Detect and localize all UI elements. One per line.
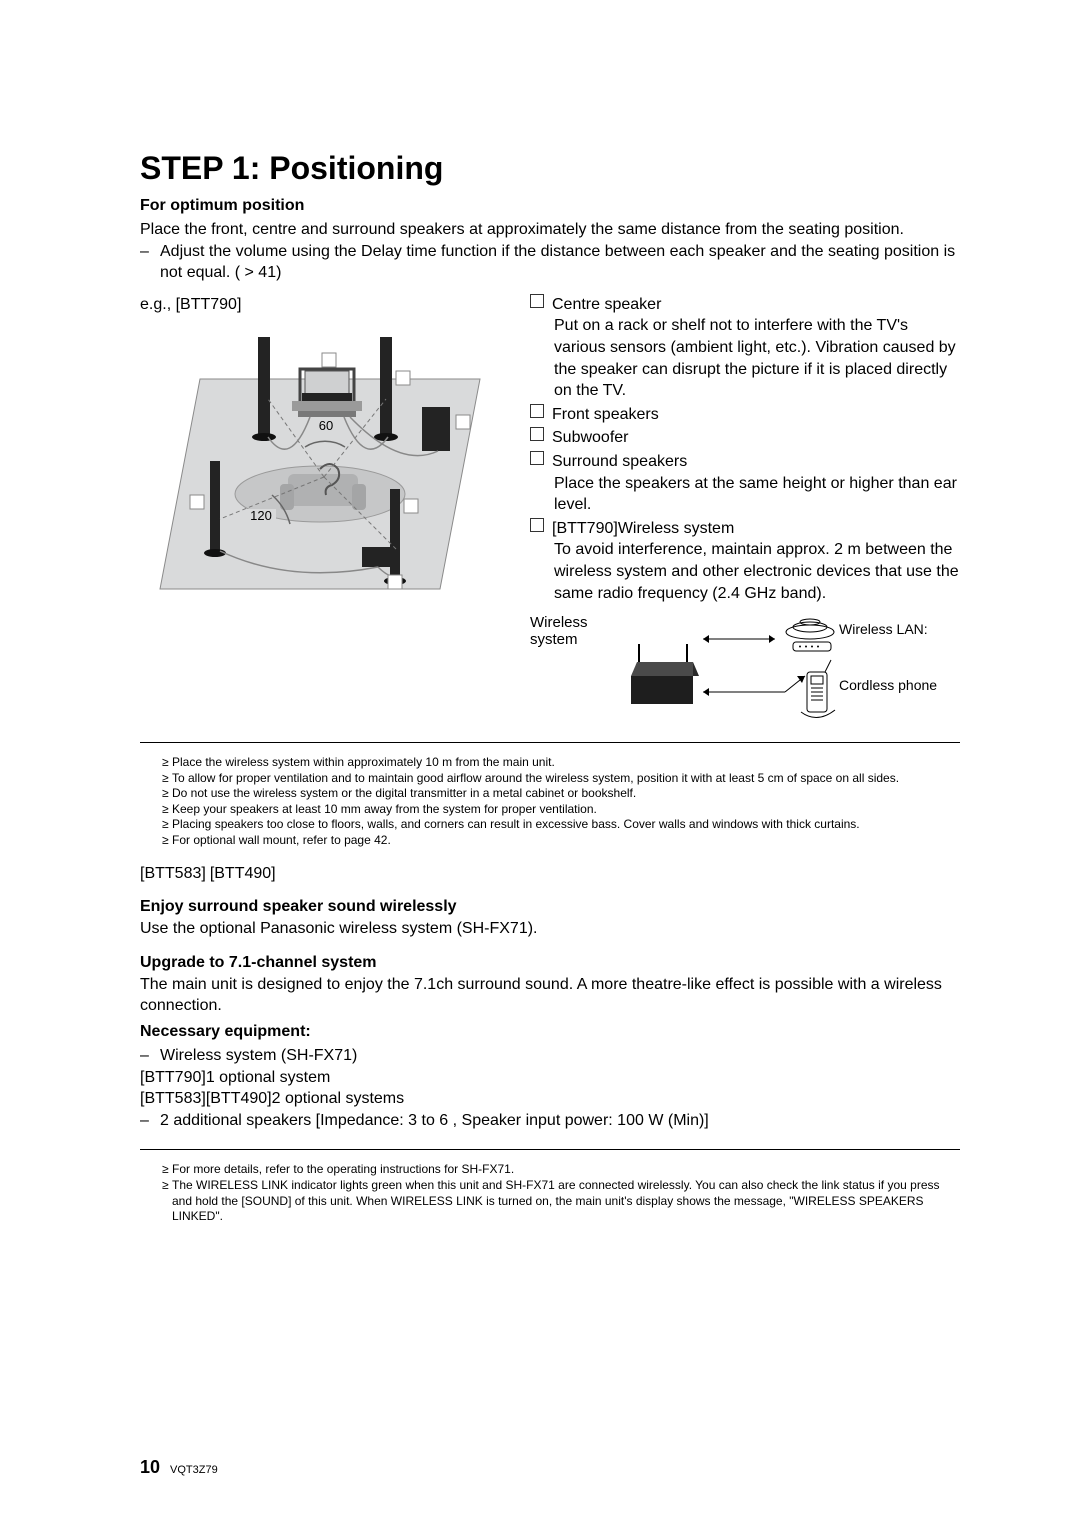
wireless-desc: To avoid interference, maintain approx. …: [530, 539, 960, 604]
upgrade-heading: Upgrade to 7.1-channel system: [140, 954, 960, 972]
surround-row: Surround speakers: [530, 451, 960, 473]
optimum-heading: For optimum position: [140, 197, 960, 215]
model-tags-row: [BTT583] [BTT490]: [140, 863, 960, 885]
divider-2: [140, 1149, 960, 1150]
example-label: e.g., [BTT790]: [140, 294, 500, 316]
eq-2: [BTT790]1 optional system: [140, 1067, 960, 1089]
front-label: Front speakers: [552, 404, 659, 426]
page-number: 10: [140, 1457, 160, 1478]
model-tag-btt490: [BTT490]: [210, 863, 276, 885]
surround-desc: Place the speakers at the same height or…: [530, 473, 960, 516]
glyph-b-icon: [530, 404, 544, 418]
glyph-e-icon: [530, 518, 544, 532]
notes-block-1: ≥Place the wireless system within approx…: [140, 755, 960, 849]
eq-marker-1: –: [140, 1045, 160, 1067]
surround-label: Surround speakers: [552, 451, 687, 473]
enjoy-body: Use the optional Panasonic wireless syst…: [140, 918, 960, 940]
positioning-diagram: 60 120: [140, 319, 500, 599]
centre-desc: Put on a rack or shelf not to interfere …: [530, 315, 960, 401]
bullet-marker: –: [140, 241, 160, 284]
angle-120-label: 120: [250, 508, 272, 523]
note1-5: For optional wall mount, refer to page 4…: [172, 833, 391, 849]
front-row: Front speakers: [530, 404, 960, 426]
sub-label: Subwoofer: [552, 427, 629, 449]
optimum-bullet1: Adjust the volume using the Delay time f…: [160, 241, 960, 284]
note2-0: For more details, refer to the operating…: [172, 1162, 514, 1178]
angle-60-label: 60: [319, 418, 333, 433]
note1-4: Placing speakers too close to floors, wa…: [172, 817, 860, 833]
eq-4: 2 additional speakers [Impedance: 3 to 6…: [160, 1110, 709, 1132]
sub-row: Subwoofer: [530, 427, 960, 449]
wireless-left-label: Wireless system: [530, 614, 600, 648]
upgrade-body: The main unit is designed to enjoy the 7…: [140, 974, 960, 1017]
model-tag-btt583: [BTT583]: [140, 863, 206, 885]
page-title: STEP 1: Positioning: [140, 150, 960, 187]
glyph-a-icon: [530, 294, 544, 308]
necessary-heading: Necessary equipment:: [140, 1023, 960, 1041]
divider-1: [140, 742, 960, 743]
wireless-row: [BTT790]Wireless system: [530, 518, 960, 540]
wireless-diagram: Wireless LAN: Cordless phone: [610, 614, 960, 724]
glyph-d-icon: [530, 451, 544, 465]
svg-text:Cordless phone: Cordless phone: [839, 677, 937, 693]
wireless-diagram-block: Wireless system: [530, 614, 960, 724]
centre-row: Centre speaker: [530, 294, 960, 316]
doc-code: VQT3Z79: [170, 1464, 218, 1476]
eq-3: [BTT583][BTT490]2 optional systems: [140, 1088, 960, 1110]
note1-0: Place the wireless system within approxi…: [172, 755, 555, 771]
note1-2: Do not use the wireless system or the di…: [172, 786, 636, 802]
optimum-line1: Place the front, centre and surround spe…: [140, 219, 960, 241]
glyph-c-icon: [530, 427, 544, 441]
wireless-tag-label: [BTT790]Wireless system: [552, 518, 734, 540]
notes-block-2: ≥For more details, refer to the operatin…: [140, 1162, 960, 1224]
centre-label: Centre speaker: [552, 294, 661, 316]
svg-text:Wireless LAN:: Wireless LAN:: [839, 621, 928, 637]
page-footer: 10 VQT3Z79: [140, 1457, 218, 1478]
enjoy-heading: Enjoy surround speaker sound wirelessly: [140, 898, 960, 916]
eq-marker-4: –: [140, 1110, 160, 1132]
note1-1: To allow for proper ventilation and to m…: [172, 771, 899, 787]
note1-3: Keep your speakers at least 10 mm away f…: [172, 802, 597, 818]
eq-1: Wireless system (SH-FX71): [160, 1045, 357, 1067]
note2-1: The WIRELESS LINK indicator lights green…: [172, 1178, 960, 1225]
